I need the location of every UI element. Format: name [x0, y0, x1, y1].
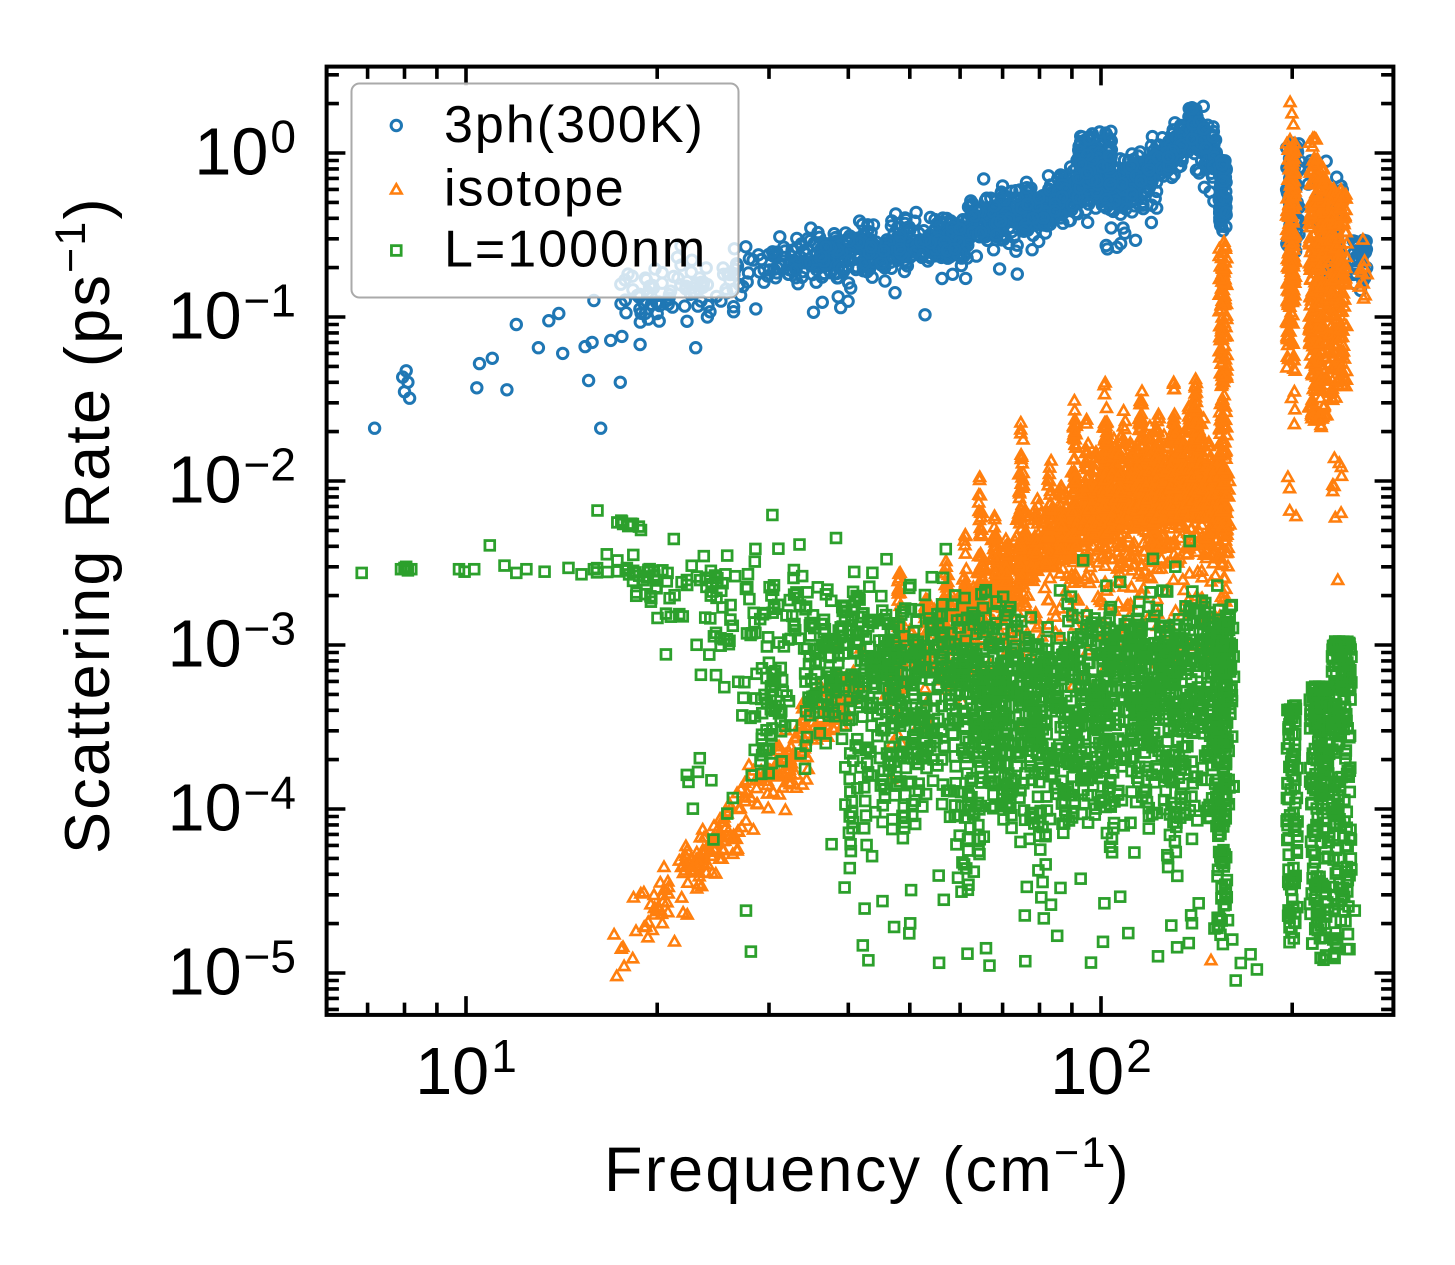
svg-text:10: 10 [168, 608, 242, 682]
svg-text:0: 0 [270, 111, 296, 163]
svg-text:−3: −3 [244, 603, 296, 655]
svg-text:10: 10 [168, 444, 242, 518]
svg-text:10: 10 [1050, 1035, 1124, 1109]
svg-text:10: 10 [168, 280, 242, 354]
svg-text:1: 1 [491, 1030, 517, 1082]
svg-text:−1: −1 [244, 275, 296, 327]
svg-text:Scattering Rate (ps−1): Scattering Rate (ps−1) [47, 196, 123, 854]
svg-text:10: 10 [168, 936, 242, 1010]
svg-text:−2: −2 [244, 439, 296, 491]
svg-text:Frequency (cm−1): Frequency (cm−1) [604, 1129, 1131, 1205]
svg-text:L=1000nm: L=1000nm [444, 221, 707, 279]
svg-text:10: 10 [415, 1035, 489, 1109]
svg-text:10: 10 [168, 772, 242, 846]
svg-text:−4: −4 [244, 767, 296, 819]
svg-text:3ph(300K): 3ph(300K) [444, 96, 705, 154]
svg-text:−5: −5 [244, 931, 296, 983]
svg-text:2: 2 [1126, 1030, 1152, 1082]
svg-text:10: 10 [194, 116, 268, 190]
svg-text:isotope: isotope [444, 160, 626, 218]
